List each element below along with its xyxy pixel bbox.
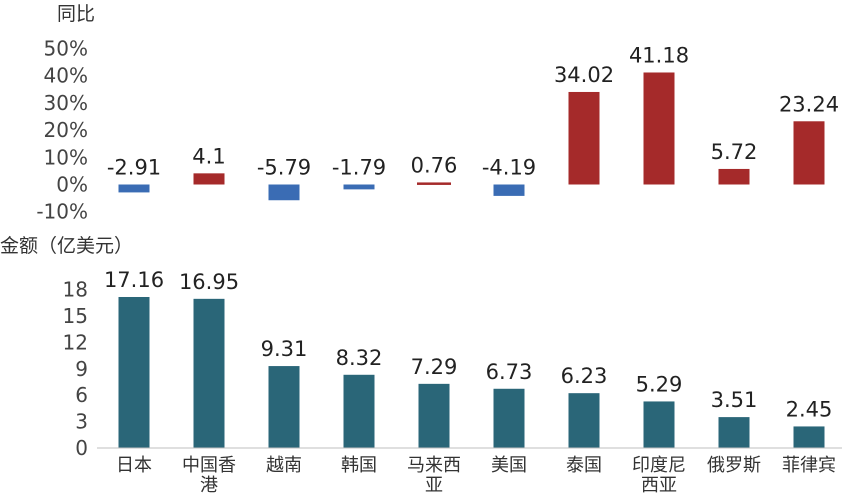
yoy-data-label: 0.76 <box>411 153 458 177</box>
yoy-bar <box>793 121 825 185</box>
yoy-data-label: -4.19 <box>482 156 536 180</box>
yoy-bars <box>118 72 825 201</box>
amount-data-label: 2.45 <box>786 397 833 421</box>
yoy-y-tick: 50% <box>44 37 88 61</box>
yoy-data-label: 41.18 <box>629 43 689 67</box>
category-label: 印度尼 <box>632 455 686 476</box>
category-label: 中国香 <box>182 455 236 476</box>
amount-bar <box>568 393 600 448</box>
yoy-y-tick: 40% <box>44 64 88 88</box>
amount-y-tick: 9 <box>75 357 88 381</box>
yoy-bar <box>493 184 525 196</box>
category-label: 港 <box>200 475 218 493</box>
yoy-bar <box>643 72 675 185</box>
category-label: 俄罗斯 <box>707 455 761 476</box>
amount-data-label: 6.73 <box>486 360 533 384</box>
category-label: 西亚 <box>641 475 677 493</box>
category-label: 亚 <box>425 475 443 493</box>
category-label: 菲律宾 <box>782 455 836 476</box>
yoy-data-label: 5.72 <box>711 140 758 164</box>
category-label: 美国 <box>491 455 527 476</box>
amount-data-label: 17.16 <box>104 268 164 292</box>
amount-bar <box>118 296 150 448</box>
amount-y-tick: 3 <box>75 410 88 434</box>
amount-data-label: 16.95 <box>179 270 239 294</box>
amount-y-tick: 15 <box>63 304 88 328</box>
yoy-y-tick: 20% <box>44 118 88 142</box>
yoy-bar <box>193 173 225 185</box>
yoy-y-tick: 0% <box>56 173 88 197</box>
yoy-bar <box>718 168 750 185</box>
category-label: 韩国 <box>341 455 377 476</box>
yoy-data-label: 34.02 <box>554 63 614 87</box>
amount-data-label: 7.29 <box>411 355 458 379</box>
yoy-growth-chart: 同比 50% 40% 30% 20% 10% 0% -10% -2.91 4.1 -5.79 -1… <box>36 3 839 224</box>
amount-bar <box>793 426 825 448</box>
yoy-y-tick: -10% <box>36 200 88 224</box>
yoy-bar <box>568 91 600 185</box>
amount-bar <box>718 417 750 448</box>
yoy-data-label: -1.79 <box>332 156 386 180</box>
amount-bar <box>418 383 450 448</box>
category-label: 马来西 <box>407 455 461 476</box>
yoy-data-label: 4.1 <box>192 144 225 168</box>
amount-data-labels: 17.16 16.95 9.31 8.32 7.29 6.73 6.23 5.29 3.51 2.… <box>104 268 832 421</box>
amount-bar <box>643 401 675 448</box>
amount-y-tick: 12 <box>63 330 88 354</box>
amount-data-label: 3.51 <box>711 388 758 412</box>
yoy-data-label: 23.24 <box>779 92 839 116</box>
yoy-data-label: -2.91 <box>107 156 161 180</box>
amount-bars <box>118 296 825 448</box>
amount-axis-title: 金额（亿美元） <box>0 235 133 257</box>
amount-data-label: 5.29 <box>636 372 683 396</box>
yoy-data-labels: -2.91 4.1 -5.79 -1.79 0.76 -4.19 34.02 41.18 5.7… <box>107 43 839 179</box>
amount-data-label: 9.31 <box>261 337 308 361</box>
amount-bar <box>343 374 375 448</box>
yoy-y-tick: 10% <box>44 145 88 169</box>
amount-bar <box>193 298 225 448</box>
amount-bar <box>268 366 300 448</box>
category-label: 日本 <box>116 455 152 476</box>
yoy-data-label: -5.79 <box>257 156 311 180</box>
yoy-bar <box>343 184 375 190</box>
yoy-y-axis: 50% 40% 30% 20% 10% 0% -10% <box>36 37 88 224</box>
amount-y-tick: 18 <box>63 278 88 302</box>
category-label: 越南 <box>266 455 302 476</box>
amount-data-label: 8.32 <box>336 346 383 370</box>
category-label: 泰国 <box>566 455 602 476</box>
amount-bar <box>493 388 525 448</box>
yoy-y-tick: 30% <box>44 91 88 115</box>
yoy-axis-title: 同比 <box>57 3 95 25</box>
yoy-bar <box>118 184 150 193</box>
yoy-bar <box>268 184 300 201</box>
amount-y-tick: 6 <box>75 383 88 407</box>
amount-y-tick: 0 <box>75 436 88 460</box>
yoy-bar <box>417 182 451 185</box>
amount-data-label: 6.23 <box>561 364 608 388</box>
